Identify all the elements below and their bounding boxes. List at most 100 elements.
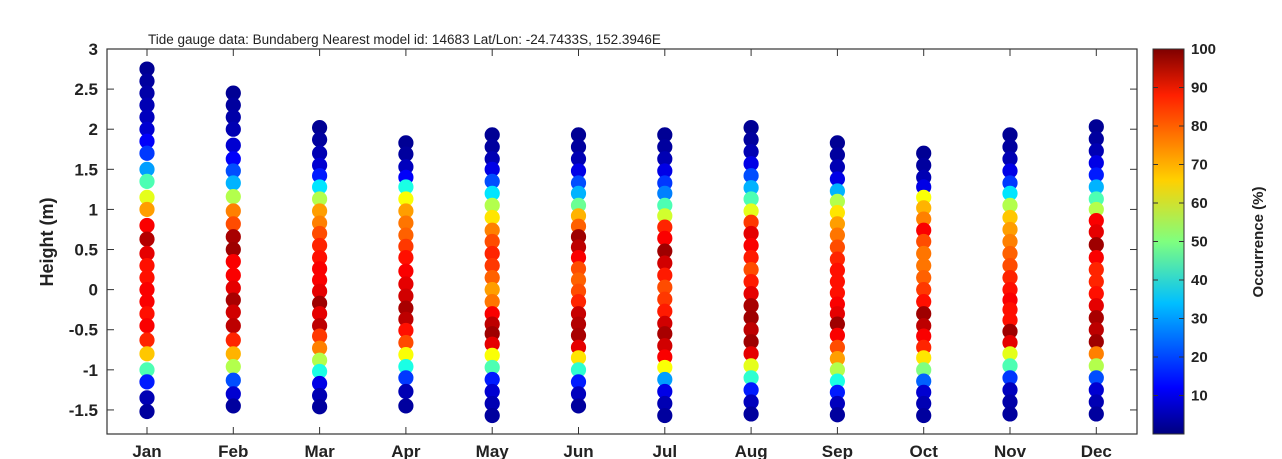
data-point	[1088, 370, 1104, 386]
data-point	[398, 398, 414, 414]
data-point	[743, 286, 759, 302]
data-point	[1002, 233, 1018, 250]
data-point	[312, 132, 328, 148]
data-point	[225, 97, 241, 113]
x-tick-label-jul: Jul	[653, 442, 678, 459]
data-point	[398, 238, 414, 254]
data-point	[570, 398, 587, 414]
y-tick-label: 3	[89, 40, 98, 59]
data-point	[657, 175, 673, 191]
data-point	[398, 300, 414, 316]
data-point	[1002, 221, 1018, 238]
data-point	[829, 159, 846, 175]
data-point	[570, 139, 587, 155]
data-point	[1088, 143, 1104, 159]
data-point	[829, 384, 846, 400]
data-point	[916, 282, 932, 298]
data-point	[225, 359, 241, 375]
y-tick-label: 1.5	[74, 160, 98, 179]
data-point	[916, 211, 932, 227]
data-point	[1088, 334, 1104, 350]
data-point	[312, 225, 328, 242]
data-point	[657, 279, 673, 295]
data-point	[1002, 406, 1018, 422]
data-point	[484, 139, 500, 155]
y-tick-label: 1	[89, 200, 98, 219]
data-point	[312, 237, 328, 254]
data-point	[1088, 119, 1104, 135]
data-point	[225, 346, 241, 362]
series-jun	[570, 127, 587, 414]
data-point	[570, 185, 587, 201]
colorbar-tick-label: 10	[1191, 388, 1208, 405]
data-point	[1088, 224, 1104, 240]
colorbar-tick-label: 30	[1191, 311, 1208, 328]
data-point	[484, 395, 500, 412]
data-point	[139, 73, 155, 89]
data-point	[225, 188, 241, 205]
data-point	[484, 151, 500, 167]
data-point	[570, 350, 587, 366]
data-point	[484, 161, 500, 177]
data-point	[657, 383, 673, 400]
data-point	[829, 274, 846, 290]
data-point	[916, 157, 932, 173]
data-point	[312, 318, 328, 334]
data-point	[225, 292, 241, 308]
data-point	[1002, 382, 1018, 398]
data-point	[312, 340, 328, 356]
data-point	[570, 249, 587, 266]
data-point	[225, 332, 241, 348]
data-point	[829, 135, 846, 151]
data-point	[312, 272, 328, 288]
data-point	[398, 263, 414, 279]
data-point	[1002, 269, 1018, 286]
data-point	[916, 189, 932, 205]
data-point	[139, 390, 155, 406]
data-point	[829, 193, 846, 209]
data-point	[1002, 245, 1018, 262]
data-point	[570, 175, 587, 191]
data-point	[1002, 163, 1018, 179]
data-point	[225, 386, 241, 402]
data-point	[225, 280, 241, 296]
data-point	[139, 374, 155, 390]
data-point	[225, 121, 241, 137]
series-mar	[312, 120, 328, 415]
data-point	[398, 179, 414, 195]
data-point	[743, 394, 759, 410]
data-point	[398, 203, 414, 219]
data-point	[312, 120, 328, 136]
data-point	[570, 127, 587, 143]
data-point	[312, 306, 328, 322]
data-point	[225, 175, 241, 191]
data-point	[1002, 358, 1018, 374]
data-point	[139, 245, 155, 262]
data-point	[570, 197, 587, 214]
data-point	[1088, 286, 1104, 302]
data-point	[1088, 167, 1104, 183]
data-point	[484, 371, 500, 388]
data-point	[570, 362, 587, 378]
data-point	[139, 201, 155, 218]
data-point	[570, 229, 587, 245]
data-point	[743, 322, 759, 338]
data-point	[570, 272, 587, 288]
data-point	[398, 370, 414, 386]
data-point	[829, 285, 846, 301]
y-tick-label: 0	[89, 281, 98, 300]
data-point	[829, 262, 846, 278]
data-point	[1088, 310, 1104, 326]
data-point	[484, 185, 500, 201]
data-point	[829, 205, 846, 221]
y-tick-label: 0.5	[74, 241, 98, 260]
colorbar-tick-label: 70	[1191, 157, 1208, 174]
data-point	[657, 371, 673, 388]
data-point	[829, 147, 846, 163]
data-point	[398, 346, 414, 363]
data-point	[312, 387, 328, 404]
data-point	[1088, 322, 1104, 338]
data-point	[484, 359, 500, 376]
data-point	[1088, 274, 1104, 290]
